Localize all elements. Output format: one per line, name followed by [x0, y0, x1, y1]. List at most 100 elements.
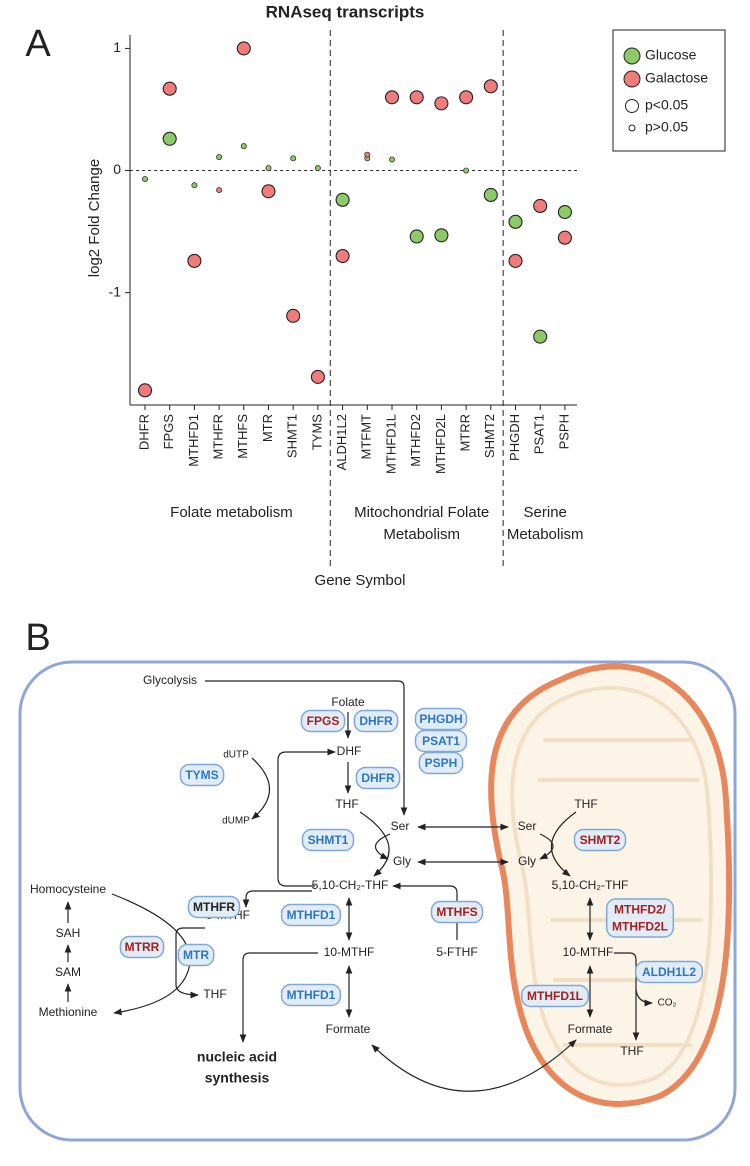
data-point	[162, 131, 177, 146]
x-tick-label: SHMT1	[285, 414, 300, 458]
enzyme-label: PSAT1	[422, 734, 460, 748]
data-point	[483, 79, 498, 94]
metabolite: Formate	[568, 1022, 613, 1036]
enzyme-badge	[280, 983, 342, 1007]
metabolite: Homocysteine	[30, 882, 106, 896]
data-point	[216, 154, 223, 161]
x-tick-label: MTHFD2	[408, 414, 423, 467]
legend-marker	[623, 47, 641, 65]
inner-membrane	[510, 685, 714, 1087]
metabolite: 10-MTHF	[563, 945, 614, 959]
chart-title: RNAseq transcripts	[266, 2, 425, 21]
enzyme-badge	[418, 751, 464, 775]
data-point	[335, 192, 350, 207]
x-tick-label: MTHFS	[235, 414, 250, 459]
data-point	[483, 187, 498, 203]
metabolite: SAH	[56, 926, 81, 940]
arrow	[277, 748, 336, 887]
enzyme-label: PSPH	[425, 756, 458, 770]
data-point	[508, 214, 523, 229]
enzyme-badge	[179, 763, 225, 787]
data-point	[434, 96, 449, 111]
enzyme-badge	[414, 729, 468, 753]
enzyme-label: MTHFD2/	[614, 903, 667, 917]
enzyme-badge	[605, 898, 675, 938]
data-point	[290, 155, 297, 162]
metabolite: DHF	[337, 744, 362, 758]
x-tick-label: SHMT2	[482, 414, 497, 458]
data-point	[409, 90, 424, 105]
data-point	[557, 205, 572, 220]
enzyme-badge	[300, 709, 346, 733]
metabolite: Gly	[393, 854, 411, 868]
arrow	[374, 833, 391, 860]
enzyme-badge	[280, 903, 342, 927]
x-tick-label: PHGDH	[507, 414, 522, 461]
metabolite: Gly	[518, 854, 536, 868]
data-point	[191, 182, 198, 189]
enzyme-label: MTHFD2L	[612, 920, 668, 934]
data-point	[389, 156, 395, 163]
outcome-label: nucleic acid	[197, 1049, 277, 1065]
data-point	[137, 383, 153, 398]
data-point	[533, 198, 548, 214]
data-point	[240, 143, 247, 150]
data-point	[557, 230, 572, 245]
data-point	[236, 41, 251, 56]
data-point	[533, 329, 548, 344]
enzyme-label: PHGDH	[419, 712, 462, 726]
enzyme-label: MTHFR	[193, 900, 235, 914]
group-label: Mitochondrial Folate	[354, 504, 489, 521]
enzyme-label: MTR	[183, 948, 209, 962]
y-axis-label: log2 Fold Change	[86, 159, 103, 277]
legend-label: p>0.05	[645, 119, 688, 135]
x-tick-label: MTHFD1L	[383, 414, 398, 474]
data-point	[364, 151, 371, 158]
metabolite: dUMP	[222, 816, 250, 827]
x-tick-label: MTR	[260, 414, 275, 442]
x-tick-label: MTFMT	[359, 414, 374, 460]
x-tick-label: PSPH	[556, 414, 571, 449]
data-point	[508, 253, 523, 268]
x-tick-label: MTHFD1	[186, 414, 201, 467]
arrow	[614, 952, 640, 1041]
legend-label: p<0.05	[645, 97, 688, 113]
data-point	[216, 187, 223, 194]
metabolite: THF	[203, 987, 226, 1001]
legend-marker	[623, 70, 641, 88]
x-tick-label: FPGS	[161, 414, 176, 450]
enzyme-badge	[301, 828, 355, 852]
panel-label: A	[25, 23, 51, 65]
chart: -1 0 1 DHFR FPGS MTHFD1 MTHFR MTHFS MTR SHMT1 TYMS…	[109, 29, 726, 566]
metabolite: 5,10-CH₂-THF	[312, 878, 389, 892]
data-point	[434, 228, 449, 243]
y-tick-label: -1	[109, 283, 122, 299]
metabolite: Folate	[331, 695, 365, 709]
metabolite: Ser	[518, 819, 537, 833]
data-point	[286, 308, 301, 323]
group-label: Metabolism	[507, 526, 584, 543]
enzyme-badge	[119, 935, 165, 959]
metabolite: Glycolysis	[143, 673, 197, 687]
enzyme-badge	[414, 707, 468, 731]
group-label: Serine	[524, 504, 567, 521]
metabolite: THF	[335, 797, 358, 811]
data-point	[384, 90, 400, 105]
data-point	[310, 369, 325, 384]
arrow	[371, 1039, 577, 1092]
group-label: Folate metabolism	[170, 504, 293, 521]
enzyme-label: MTHFS	[436, 905, 477, 919]
arrow	[550, 811, 577, 877]
y-tick-label: 1	[113, 39, 121, 55]
enzyme-label: SHMT1	[308, 833, 349, 847]
data-point	[265, 165, 272, 172]
legend-label: Galactose	[645, 70, 708, 86]
metabolite: 10-MTHF	[324, 945, 375, 959]
x-tick-label: MTHFD2L	[433, 414, 448, 474]
metabolite: THF	[574, 797, 597, 811]
y-tick-label: 0	[113, 161, 121, 177]
enzyme-badge	[430, 900, 484, 924]
outcome-label: synthesis	[205, 1070, 270, 1086]
enzyme-label: MTRR	[125, 940, 160, 954]
